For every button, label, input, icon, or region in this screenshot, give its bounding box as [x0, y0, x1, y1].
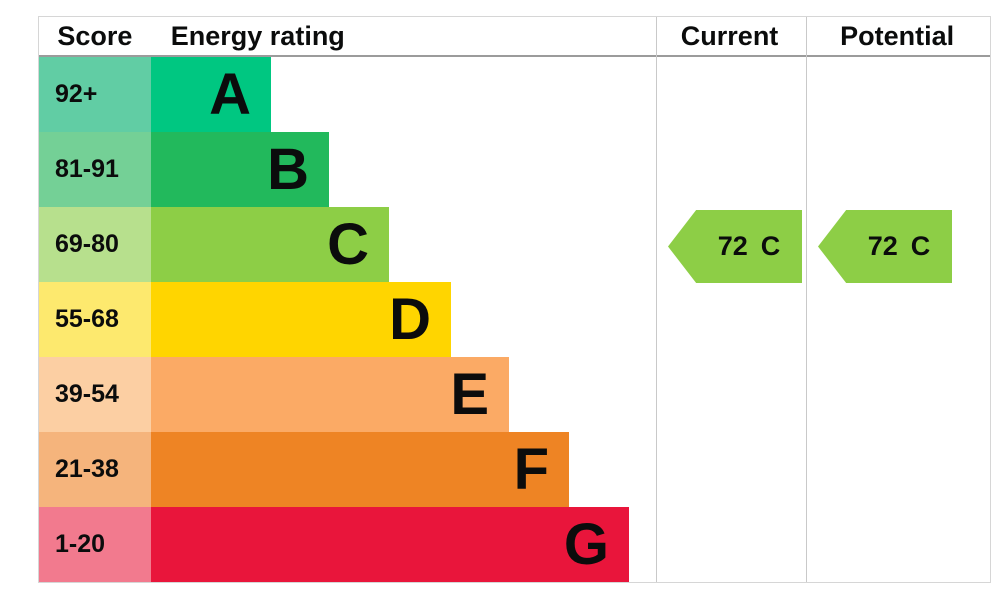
band-letter: B — [267, 136, 309, 202]
band-letter: G — [563, 511, 609, 577]
band-bar-c: C — [151, 207, 389, 282]
band-row-f: 21-38 F — [39, 432, 990, 507]
score-range: 39-54 — [39, 357, 151, 432]
score-range: 1-20 — [39, 507, 151, 582]
chart-header: Score Energy rating Current Potential — [39, 17, 990, 57]
band-row-a: 92+ A — [39, 57, 990, 132]
current-score-value: 72 — [717, 231, 748, 261]
band-row-c: 69-80 C — [39, 207, 990, 282]
band-letter: F — [513, 436, 549, 502]
band-letter: E — [450, 361, 489, 427]
score-range: 81-91 — [39, 132, 151, 207]
current-column: 72 C — [656, 17, 806, 582]
potential-column: 72 C — [806, 17, 992, 582]
current-band-letter: C — [760, 231, 781, 261]
potential-rating-arrow: 72 C — [818, 210, 952, 283]
band-letter: A — [209, 61, 251, 127]
score-column-header: Score — [57, 20, 133, 51]
band-bar-a: A — [151, 57, 271, 132]
epc-rating-chart: Score Energy rating Current Potential 92… — [38, 16, 991, 583]
band-bar-d: D — [151, 282, 451, 357]
band-letter: C — [327, 211, 369, 277]
score-range: 21-38 — [39, 432, 151, 507]
current-column-header: Current — [680, 20, 779, 51]
band-rows: 92+ A 81-91 B 69-80 C 55-68 D 39-54 E 21-38 F 1-20 G — [39, 57, 990, 582]
potential-score-value: 72 — [867, 231, 898, 261]
band-row-e: 39-54 E — [39, 357, 990, 432]
potential-column-header: Potential — [840, 20, 955, 51]
score-range: 69-80 — [39, 207, 151, 282]
band-bar-f: F — [151, 432, 569, 507]
band-row-b: 81-91 B — [39, 132, 990, 207]
band-bar-g: G — [151, 507, 629, 582]
score-range: 92+ — [39, 57, 151, 132]
band-row-g: 1-20 G — [39, 507, 990, 582]
band-bar-b: B — [151, 132, 329, 207]
current-rating-arrow: 72 C — [668, 210, 802, 283]
score-range: 55-68 — [39, 282, 151, 357]
potential-band-letter: C — [910, 231, 931, 261]
band-letter: D — [389, 286, 431, 352]
band-bar-e: E — [151, 357, 509, 432]
band-row-d: 55-68 D — [39, 282, 990, 357]
energy-rating-column-header: Energy rating — [170, 20, 345, 51]
